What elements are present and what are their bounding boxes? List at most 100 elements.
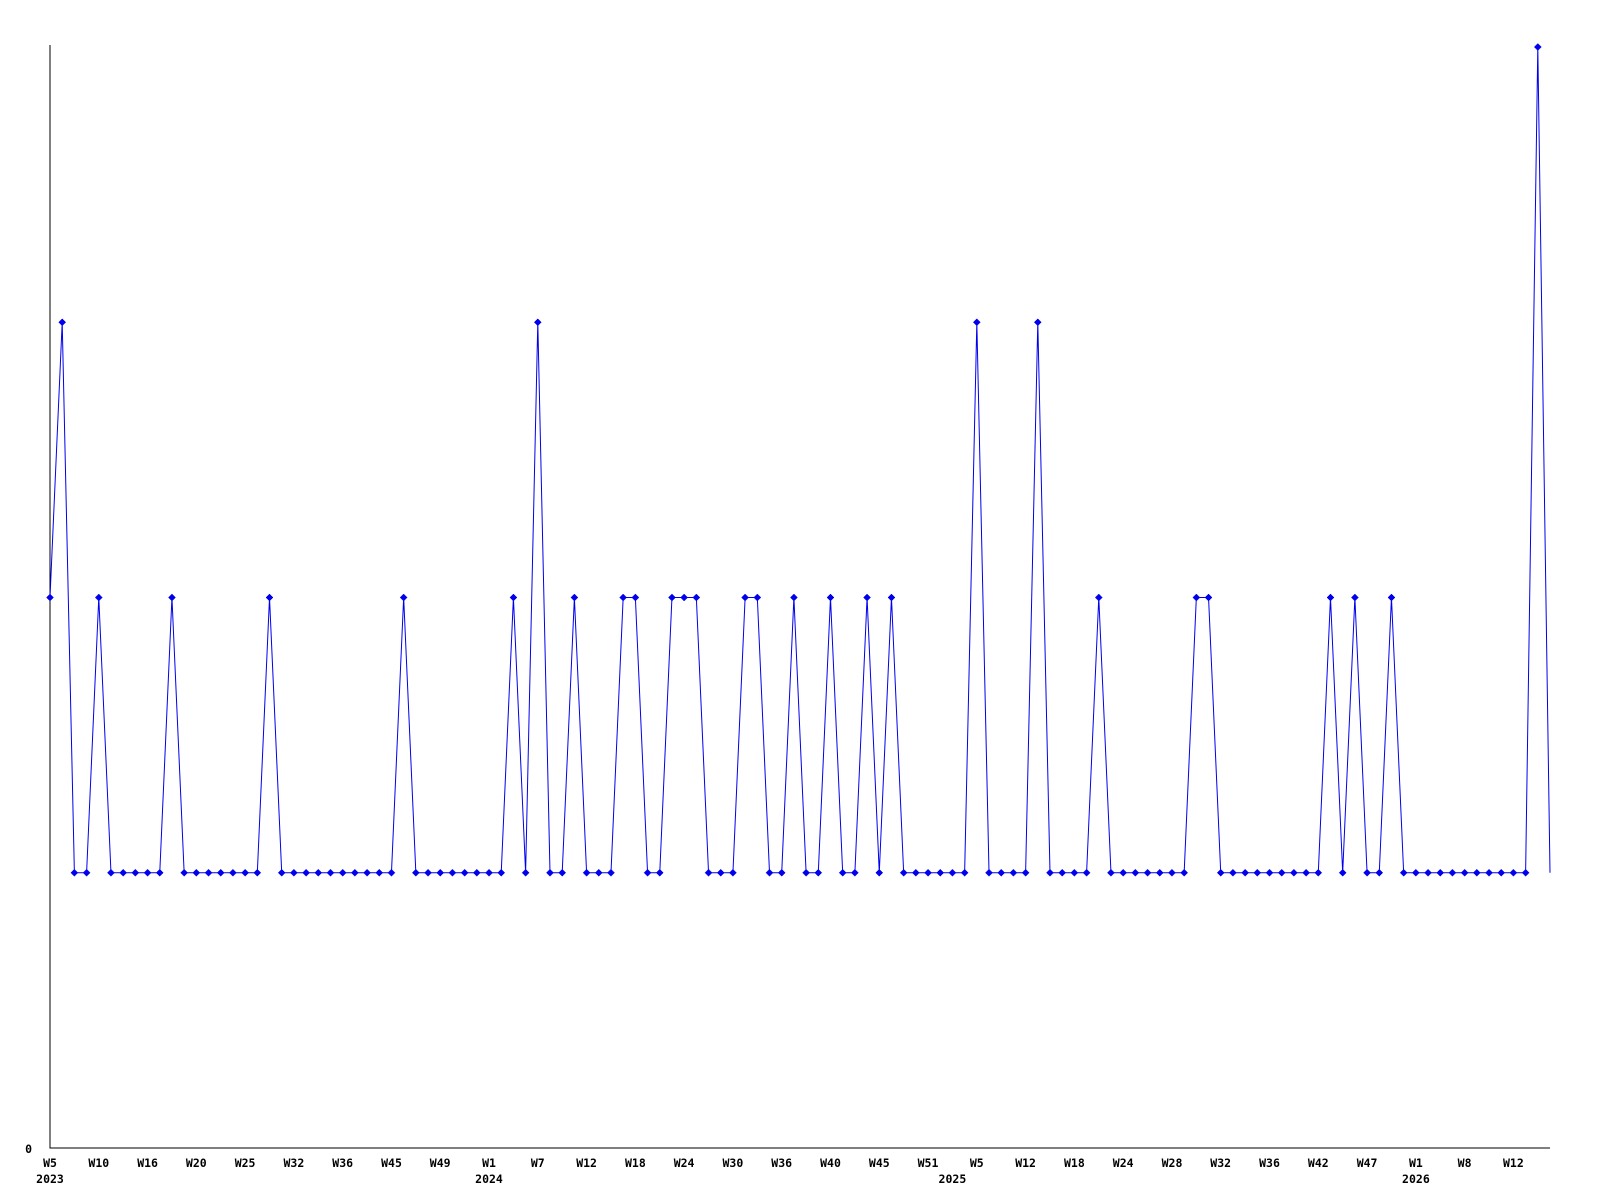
x-tick-label: W36	[771, 1156, 792, 1170]
x-year-label: 2023	[36, 1172, 64, 1186]
data-point-marker	[1314, 868, 1323, 877]
data-point-marker	[1253, 868, 1262, 877]
x-tick-label: W42	[1308, 1156, 1329, 1170]
x-tick-label: W36	[1259, 1156, 1280, 1170]
data-point-marker	[448, 868, 457, 877]
data-point-marker	[912, 868, 920, 877]
data-point-marker	[1485, 868, 1493, 877]
data-point-marker	[253, 868, 262, 877]
data-point-marker	[558, 868, 567, 877]
data-point-marker	[1216, 868, 1225, 877]
x-tick-label: W47	[1357, 1156, 1378, 1170]
x-tick-label: W18	[1064, 1156, 1085, 1170]
x-tick-label: W8	[1458, 1156, 1472, 1170]
data-point-marker	[533, 318, 542, 327]
data-point-marker	[1094, 593, 1103, 602]
data-point-marker	[1521, 868, 1530, 877]
data-point-marker	[119, 868, 128, 877]
data-point-marker	[1399, 868, 1408, 877]
data-point-marker	[1009, 868, 1018, 877]
data-point-marker	[680, 593, 688, 602]
data-point-marker	[326, 868, 335, 877]
data-point-marker	[1265, 868, 1274, 877]
x-tick-label: W45	[869, 1156, 890, 1170]
data-point-marker	[204, 868, 213, 877]
data-point-marker	[1497, 868, 1506, 877]
data-point-marker	[1070, 868, 1079, 877]
data-point-marker	[546, 868, 554, 877]
data-point-marker	[1107, 868, 1115, 877]
data-point-marker	[1363, 868, 1371, 877]
data-point-marker	[790, 593, 798, 602]
data-point-marker	[887, 593, 896, 602]
data-point-marker	[863, 593, 871, 602]
data-point-marker	[192, 868, 201, 877]
data-point-marker	[704, 868, 713, 877]
data-point-marker	[277, 868, 286, 877]
data-point-marker	[924, 868, 932, 877]
x-year-label: 2026	[1402, 1172, 1430, 1186]
x-year-label: 2024	[475, 1172, 503, 1186]
data-point-marker	[1509, 868, 1518, 877]
data-point-marker	[741, 593, 749, 602]
data-point-marker	[1168, 868, 1176, 877]
data-point-marker	[899, 868, 908, 877]
data-point-marker	[643, 868, 652, 877]
data-point-marker	[399, 593, 408, 602]
data-point-marker	[1533, 43, 1542, 51]
data-point-marker	[143, 868, 152, 877]
data-point-marker	[1046, 868, 1054, 877]
data-point-marker	[1131, 868, 1140, 877]
data-point-marker	[1119, 868, 1128, 877]
data-point-marker	[1241, 868, 1249, 877]
data-point-marker	[1338, 868, 1347, 877]
data-point-marker	[351, 868, 359, 877]
x-tick-label: W51	[918, 1156, 939, 1170]
data-point-marker	[412, 868, 420, 877]
data-point-marker	[1155, 868, 1164, 877]
x-tick-label: W10	[88, 1156, 109, 1170]
data-point-marker	[1290, 868, 1298, 877]
x-tick-label: W32	[1210, 1156, 1231, 1170]
data-point-marker	[1448, 868, 1457, 877]
data-point-marker	[155, 868, 164, 877]
data-point-marker	[1375, 868, 1384, 877]
data-point-marker	[655, 868, 664, 877]
x-tick-label: W25	[235, 1156, 256, 1170]
data-point-marker	[1058, 868, 1067, 877]
x-tick-label: W49	[430, 1156, 451, 1170]
data-point-marker	[1436, 868, 1445, 877]
x-tick-label: W36	[332, 1156, 353, 1170]
data-point-marker	[936, 868, 945, 877]
x-tick-label: W24	[1113, 1156, 1134, 1170]
data-point-marker	[82, 868, 91, 877]
x-tick-label: W12	[576, 1156, 597, 1170]
data-point-marker	[753, 593, 762, 602]
series-line	[49, 46, 1551, 874]
data-point-marker	[302, 868, 310, 877]
x-tick-label: W28	[1162, 1156, 1183, 1170]
x-tick-label: W32	[284, 1156, 305, 1170]
data-point-marker	[1229, 868, 1237, 877]
data-point-marker	[265, 593, 274, 602]
data-point-marker	[997, 868, 1006, 877]
data-point-marker	[851, 868, 859, 877]
data-point-marker	[960, 868, 969, 877]
x-tick-label: W12	[1015, 1156, 1036, 1170]
x-tick-label: W24	[674, 1156, 695, 1170]
data-point-marker	[802, 868, 810, 877]
data-point-marker	[387, 868, 396, 877]
x-tick-label: W40	[820, 1156, 841, 1170]
x-tick-label: W16	[137, 1156, 158, 1170]
data-point-marker	[1021, 868, 1030, 877]
data-point-marker	[180, 868, 188, 877]
data-point-marker	[594, 868, 603, 877]
data-point-marker	[1033, 318, 1042, 327]
x-tick-label: W20	[186, 1156, 207, 1170]
data-point-marker	[948, 868, 957, 877]
data-point-marker	[716, 868, 725, 877]
data-point-marker	[1192, 593, 1201, 602]
data-point-marker	[472, 868, 481, 877]
